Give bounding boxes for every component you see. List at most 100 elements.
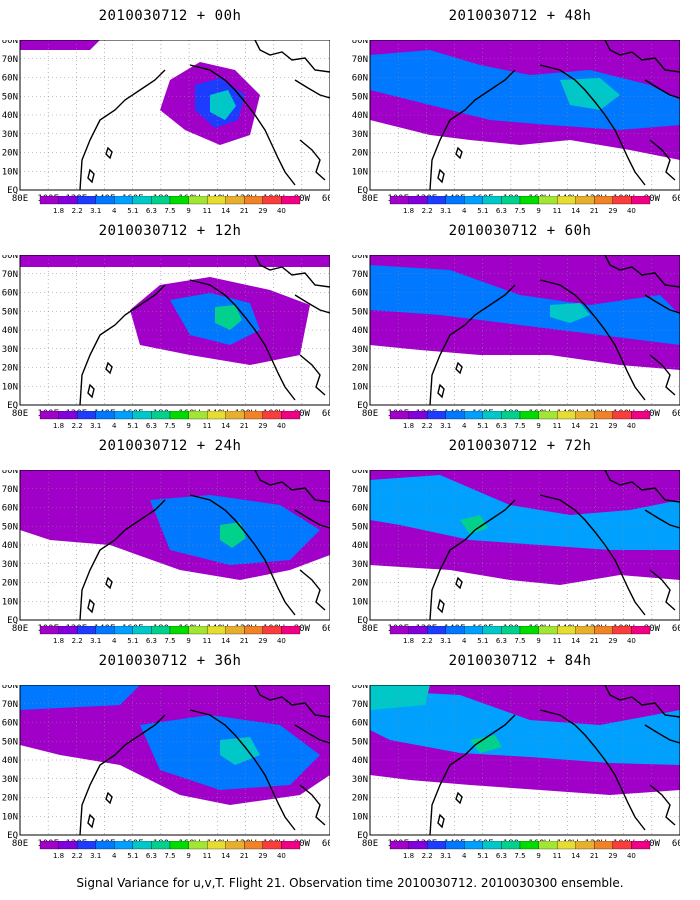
coastline [649, 139, 676, 181]
colorbar-swatch [114, 626, 134, 635]
colorbar-swatch [95, 626, 115, 635]
colorbar-swatch [464, 196, 484, 205]
colorbar-swatch [426, 841, 446, 850]
panel-title: 2010030712 + 60h [448, 223, 592, 239]
coastline [87, 598, 95, 614]
map-panel: 2010030712 + 60h 80N 70N 60N 50N 40N 30N 20N 10N… [350, 215, 690, 435]
variance-region [370, 265, 680, 345]
colorbar-swatch [426, 196, 446, 205]
lat-label: 50N [2, 92, 18, 102]
coastline [649, 784, 676, 826]
coastline [437, 168, 445, 184]
colorbar-label: 6.3 [496, 207, 507, 215]
colorbar-swatch [538, 841, 558, 850]
lat-label: 20N [352, 149, 368, 159]
lon-label: 80E [362, 624, 378, 634]
colorbar-label: 21 [590, 852, 599, 860]
colorbar-label: 2.2 [72, 637, 83, 645]
colorbar-swatch [262, 626, 282, 635]
colorbar-swatch [519, 626, 539, 635]
colorbar-swatch [408, 196, 428, 205]
colorbar-label: 9 [536, 422, 540, 430]
colorbar-label: 5.1 [477, 637, 488, 645]
map-panel: 2010030712 + 72h 80N 70N 60N 50N 40N 30N 20N 10N… [350, 430, 690, 650]
coastline [649, 569, 676, 611]
colorbar-label: 6.3 [496, 852, 507, 860]
colorbar-swatch [206, 626, 226, 635]
colorbar-swatch [132, 196, 152, 205]
colorbar-swatch [482, 411, 502, 420]
colorbar-label: 5.1 [477, 422, 488, 430]
coastline [429, 69, 516, 190]
figure-caption: Signal Variance for u,v,T. Flight 21. Ob… [76, 876, 624, 890]
lat-label: EQ [7, 616, 18, 626]
lat-label: 40N [2, 756, 18, 766]
colorbar-swatch [408, 626, 428, 635]
colorbar-swatch [225, 841, 245, 850]
colorbar-swatch [408, 841, 428, 850]
colorbar-label: 11 [553, 422, 562, 430]
lat-label: 70N [2, 55, 18, 65]
colorbar-label: 7.5 [514, 852, 525, 860]
lat-label: 70N [352, 270, 368, 280]
colorbar-label: 29 [258, 207, 267, 215]
colorbar-label: 9 [536, 637, 540, 645]
variance-region [370, 690, 680, 765]
colorbar-label: 3.1 [440, 852, 451, 860]
colorbar-label: 3.1 [90, 422, 101, 430]
lat-label: 30N [2, 560, 18, 570]
lat-label: 40N [2, 541, 18, 551]
colorbar-swatch [612, 196, 632, 205]
panel-title: 2010030712 + 00h [98, 8, 242, 24]
lon-label: 60W [672, 194, 680, 204]
colorbar-swatch [464, 841, 484, 850]
lon-label: 80E [362, 194, 378, 204]
colorbar-label: 6.3 [146, 637, 157, 645]
colorbar-label: 2.2 [422, 422, 433, 430]
lat-label: 60N [2, 719, 18, 729]
colorbar-label: 7.5 [164, 207, 175, 215]
colorbar-swatch [612, 841, 632, 850]
lat-label: 60N [2, 74, 18, 84]
colorbar-swatch [169, 841, 189, 850]
colorbar-swatch [39, 411, 59, 420]
forecast-map: 80N70N60N50N40N30N20N10NEQ80E100E120E140… [2, 255, 330, 419]
colorbar-swatch [426, 411, 446, 420]
colorbar-swatch [575, 626, 595, 635]
colorbar-swatch [169, 626, 189, 635]
colorbar-label: 9 [186, 207, 190, 215]
coastline [455, 361, 463, 375]
colorbar-swatch [151, 841, 171, 850]
colorbar-swatch [262, 196, 282, 205]
colorbar-label: 11 [203, 637, 212, 645]
coastline [79, 499, 166, 620]
colorbar-label: 5.1 [127, 422, 138, 430]
colorbar: 1.8 2.2 3.1 4 5.1 6.3 7.5 9 11 14 21 29 40 [39, 411, 301, 430]
colorbar-label: 4 [462, 207, 467, 215]
coastline [87, 168, 95, 184]
colorbar-swatch [389, 841, 409, 850]
colorbar-label: 11 [553, 207, 562, 215]
lat-label: 40N [352, 541, 368, 551]
coastline [539, 709, 646, 831]
coastline [189, 709, 296, 831]
colorbar-label: 29 [258, 637, 267, 645]
colorbar-label: 14 [221, 637, 230, 645]
colorbar-swatch [594, 411, 614, 420]
colorbar-swatch [95, 196, 115, 205]
colorbar-label: 7.5 [164, 637, 175, 645]
colorbar-label: 29 [608, 207, 617, 215]
colorbar-swatch [281, 196, 301, 205]
panel-title: 2010030712 + 72h [448, 438, 592, 454]
colorbar-swatch [39, 196, 59, 205]
colorbar: 1.8 2.2 3.1 4 5.1 6.3 7.5 9 11 14 21 29 40 [389, 841, 651, 860]
lat-label: 20N [2, 149, 18, 159]
colorbar-swatch [575, 196, 595, 205]
lat-label: EQ [7, 401, 18, 411]
variance-region [470, 735, 502, 753]
coastline [429, 714, 516, 835]
coastline [644, 724, 680, 744]
colorbar-swatch [225, 196, 245, 205]
coastline [299, 139, 326, 181]
panel-title: 2010030712 + 36h [98, 653, 242, 669]
